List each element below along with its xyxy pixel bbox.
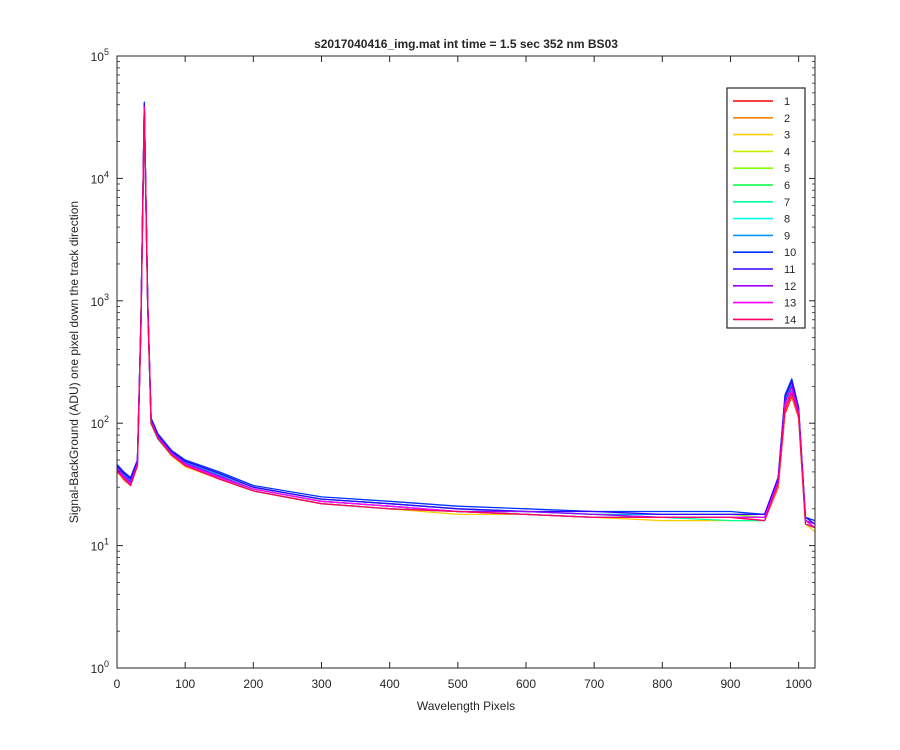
series-layer xyxy=(116,101,816,533)
y-tick-label: 105 xyxy=(91,47,109,64)
legend-label-5: 5 xyxy=(784,163,790,175)
chart-title: s2017040416_img.mat int time = 1.5 sec 3… xyxy=(314,37,618,51)
y-tick-label: 101 xyxy=(91,537,109,554)
x-axis-ticks: 0 100 200 300 400 500 600 700 800 900 1000 xyxy=(114,56,812,691)
x-tick-label: 1000 xyxy=(785,677,812,691)
legend-label-12: 12 xyxy=(784,281,796,293)
legend-label-8: 8 xyxy=(784,214,790,226)
legend-label-6: 6 xyxy=(784,180,790,192)
x-tick-label: 600 xyxy=(516,677,536,691)
y-tick-label: 102 xyxy=(91,414,109,431)
y-tick-label: 104 xyxy=(91,169,109,186)
plot-area xyxy=(117,56,815,668)
x-tick-label: 0 xyxy=(114,677,121,691)
x-tick-label: 700 xyxy=(584,677,604,691)
x-tick-label: 900 xyxy=(720,677,740,691)
x-axis-label: Wavelength Pixels xyxy=(417,699,515,713)
legend-label-1: 1 xyxy=(784,96,790,108)
legend-label-10: 10 xyxy=(784,247,796,259)
x-tick-label: 300 xyxy=(311,677,331,691)
legend-label-2: 2 xyxy=(784,113,790,125)
legend-label-9: 9 xyxy=(784,230,790,242)
x-tick-label: 500 xyxy=(448,677,468,691)
legend-label-4: 4 xyxy=(784,146,790,158)
x-tick-label: 100 xyxy=(175,677,195,691)
legend-label-3: 3 xyxy=(784,130,790,142)
legend-label-11: 11 xyxy=(784,264,795,276)
x-tick-label: 800 xyxy=(652,677,672,691)
legend-label-7: 7 xyxy=(784,197,790,209)
legend-box xyxy=(726,87,806,329)
y-axis-label: Signal-BackGround (ADU) one pixel down t… xyxy=(67,201,81,523)
legend-label-13: 13 xyxy=(784,298,796,310)
y-tick-label: 103 xyxy=(91,292,109,309)
y-tick-label: 100 xyxy=(91,659,109,676)
x-tick-label: 200 xyxy=(243,677,263,691)
axes-box xyxy=(116,55,816,669)
series-line-14 xyxy=(116,108,816,529)
legend-label-14: 14 xyxy=(784,314,796,326)
x-tick-label: 400 xyxy=(380,677,400,691)
